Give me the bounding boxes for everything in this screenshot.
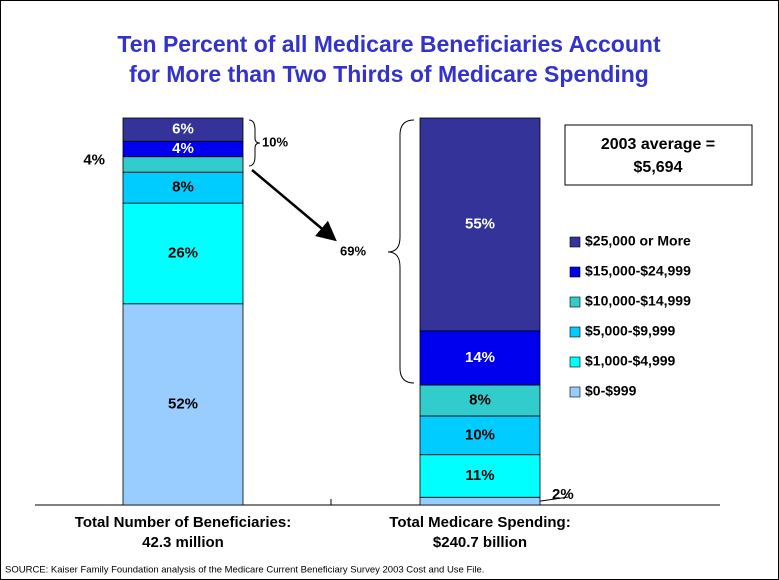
bar-segment xyxy=(122,156,244,173)
legend-label: $0-$999 xyxy=(585,383,637,399)
legend-swatch xyxy=(569,356,581,368)
average-box xyxy=(564,124,753,186)
average-text: 2003 average = xyxy=(601,136,715,153)
legend-label: $1,000-$4,999 xyxy=(585,353,676,369)
data-label: 14% xyxy=(465,349,495,366)
bar-segment xyxy=(419,384,541,417)
arrow xyxy=(251,169,337,242)
chart-title: for More than Two Thirds of Medicare Spe… xyxy=(129,61,649,87)
bar-segment xyxy=(419,454,541,498)
brace xyxy=(387,119,415,384)
legend-swatch xyxy=(569,266,581,278)
bar-segment xyxy=(122,117,244,142)
data-label: 4% xyxy=(172,140,194,157)
bar-segment xyxy=(419,117,541,332)
legend-label: $15,000-$24,999 xyxy=(585,263,691,279)
legend-label: $25,000 or More xyxy=(585,233,691,249)
data-label: 6% xyxy=(172,121,194,138)
legend-swatch xyxy=(569,296,581,308)
bar-segment xyxy=(419,415,541,456)
average-text: $5,694 xyxy=(634,159,683,176)
data-label: 2% xyxy=(552,486,574,503)
legend-swatch xyxy=(569,236,581,248)
data-label: 10% xyxy=(465,426,495,443)
x-tick-label: $240.7 billion xyxy=(433,534,527,551)
data-label: 11% xyxy=(465,467,494,484)
legend-swatch xyxy=(569,326,581,338)
x-tick-label: 42.3 million xyxy=(142,534,224,551)
data-label: 52% xyxy=(168,395,198,412)
data-label: 55% xyxy=(465,215,495,232)
data-label: 8% xyxy=(172,179,194,196)
data-label: 4% xyxy=(83,151,105,168)
bar-segment xyxy=(419,496,541,506)
data-label: 26% xyxy=(168,244,198,261)
x-tick-label: Total Medicare Spending: xyxy=(389,514,570,531)
bar-segment xyxy=(419,330,541,386)
annotation: 69% xyxy=(340,243,366,258)
data-label: 8% xyxy=(469,391,491,408)
label-leader xyxy=(539,496,569,502)
chart-title: Ten Percent of all Medicare Beneficiarie… xyxy=(117,31,661,57)
x-tick-label: Total Number of Beneficiaries: xyxy=(75,514,291,531)
bracket xyxy=(248,119,261,167)
legend-label: $5,000-$9,999 xyxy=(585,323,676,339)
annotation: 10% xyxy=(262,134,288,149)
bar-segment xyxy=(122,303,244,506)
source: SOURCE: Kaiser Family Foundation analysi… xyxy=(5,565,484,576)
legend-swatch xyxy=(569,386,581,398)
legend-label: $10,000-$14,999 xyxy=(585,293,691,309)
